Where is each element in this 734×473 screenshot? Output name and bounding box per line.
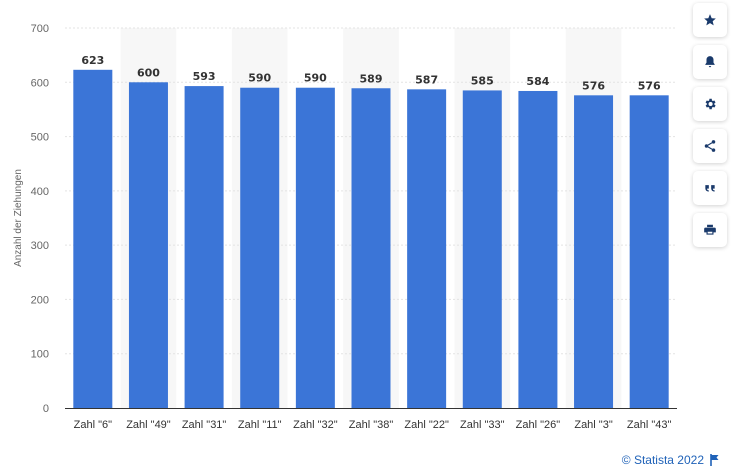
bar[interactable] (351, 88, 391, 408)
flag-icon (710, 454, 719, 466)
print-button[interactable] (693, 213, 727, 247)
y-tick-label: 600 (31, 77, 49, 89)
data-label: 590 (248, 72, 271, 85)
bell-icon (705, 56, 715, 68)
data-label: 585 (471, 74, 494, 87)
data-label: 590 (304, 72, 327, 85)
x-tick-label: Zahl "31" (182, 419, 227, 431)
bar[interactable] (574, 95, 614, 409)
favorite-button[interactable] (693, 3, 727, 37)
bar[interactable] (295, 87, 335, 408)
x-tick-label: Zahl "43" (627, 419, 672, 431)
bar[interactable] (407, 89, 447, 408)
source-credit[interactable]: © Statista 2022 (622, 453, 720, 467)
x-tick-label: Zahl "26" (516, 419, 561, 431)
y-tick-label: 500 (31, 132, 49, 144)
bar[interactable] (128, 82, 168, 409)
star-icon (704, 14, 716, 26)
bar-chart: 623 600 593 590 590 589 587 585 584 576 576 0 100 20… (13, 23, 677, 431)
gear-icon (705, 98, 716, 110)
y-tick-label: 0 (43, 403, 49, 415)
bar[interactable] (184, 86, 224, 408)
x-tick-label: Zahl "32" (293, 419, 338, 431)
data-label: 587 (415, 73, 438, 86)
data-label: 584 (526, 75, 549, 88)
bar[interactable] (462, 90, 502, 408)
credit-text: © Statista 2022 (621, 453, 704, 467)
y-tick-label: 100 (31, 349, 49, 361)
y-tick-label: 400 (31, 186, 49, 198)
quote-icon (705, 185, 715, 192)
notification-button[interactable] (693, 45, 727, 79)
bar[interactable] (629, 95, 669, 409)
x-tick-label: Zahl "38" (349, 419, 394, 431)
x-tick-label: Zahl "49" (126, 419, 171, 431)
share-button[interactable] (693, 129, 727, 163)
print-icon (704, 224, 716, 235)
bar[interactable] (518, 90, 558, 408)
data-label: 576 (638, 79, 661, 92)
share-icon (704, 140, 716, 152)
x-tick-label: Zahl "33" (460, 419, 505, 431)
y-axis-ticks: 0 100 200 300 400 500 600 700 (31, 23, 49, 415)
bar[interactable] (240, 87, 280, 408)
data-label: 589 (360, 72, 383, 85)
y-tick-label: 200 (31, 294, 49, 306)
x-tick-label: Zahl "3" (574, 419, 612, 431)
data-label: 600 (137, 66, 160, 79)
data-label: 593 (193, 70, 216, 83)
y-tick-label: 700 (31, 23, 49, 35)
x-tick-label: Zahl "11" (238, 419, 282, 431)
settings-button[interactable] (693, 87, 727, 121)
cite-button[interactable] (693, 171, 727, 205)
y-axis-label: Anzahl der Ziehungen (13, 169, 24, 267)
y-tick-label: 300 (31, 240, 49, 252)
bars (73, 69, 669, 409)
x-axis-ticks: Zahl "6" Zahl "49" Zahl "31" Zahl "11" Zahl … (74, 419, 672, 431)
x-tick-label: Zahl "22" (404, 419, 449, 431)
x-tick-label: Zahl "6" (74, 419, 112, 431)
data-label: 623 (81, 54, 104, 67)
data-labels: 623 600 593 590 590 589 587 585 584 576 576 (81, 54, 661, 93)
bar[interactable] (73, 69, 113, 409)
data-label: 576 (582, 79, 605, 92)
